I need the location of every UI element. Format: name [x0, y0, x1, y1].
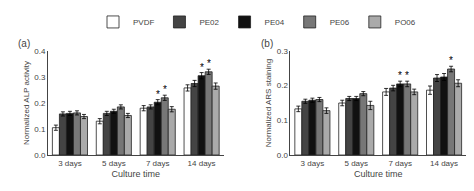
svg-text:PE06: PE06 [330, 18, 350, 27]
svg-text:Normalized ARS staining: Normalized ARS staining [264, 59, 273, 147]
svg-text:0.2: 0.2 [34, 99, 46, 108]
svg-text:5 days: 5 days [102, 159, 126, 168]
svg-text:*: * [207, 58, 211, 69]
svg-text:PE02: PE02 [199, 18, 219, 27]
svg-text:0.2: 0.2 [277, 81, 289, 90]
svg-text:3 days: 3 days [58, 159, 82, 168]
svg-text:*: * [449, 55, 453, 66]
svg-text:*: * [405, 70, 409, 81]
svg-text:Normalized ALP activity: Normalized ALP activity [22, 61, 31, 145]
svg-text:Culture time: Culture time [354, 169, 403, 179]
svg-text:7 days: 7 days [146, 159, 170, 168]
svg-text:0.3: 0.3 [277, 47, 289, 56]
svg-text:7 days: 7 days [388, 159, 412, 168]
svg-text:Culture time: Culture time [112, 169, 161, 179]
svg-text:0.1: 0.1 [277, 116, 289, 125]
svg-text:(b): (b) [261, 38, 273, 49]
svg-text:0.1: 0.1 [34, 125, 46, 134]
svg-text:PO06: PO06 [395, 18, 416, 27]
svg-text:PE04: PE04 [265, 18, 285, 27]
svg-text:5 days: 5 days [344, 159, 368, 168]
svg-text:3 days: 3 days [301, 159, 325, 168]
svg-text:(a): (a) [18, 38, 30, 49]
svg-text:0.3: 0.3 [34, 73, 46, 82]
svg-text:0.0: 0.0 [277, 151, 289, 160]
svg-text:*: * [398, 70, 402, 81]
svg-text:0.0: 0.0 [34, 151, 46, 160]
svg-text:0.4: 0.4 [34, 47, 46, 56]
svg-text:14 days: 14 days [430, 159, 458, 168]
svg-text:*: * [200, 62, 204, 73]
svg-text:14 days: 14 days [188, 159, 216, 168]
svg-text:*: * [163, 84, 167, 95]
svg-text:*: * [156, 89, 160, 100]
svg-text:PVDF: PVDF [133, 18, 154, 27]
